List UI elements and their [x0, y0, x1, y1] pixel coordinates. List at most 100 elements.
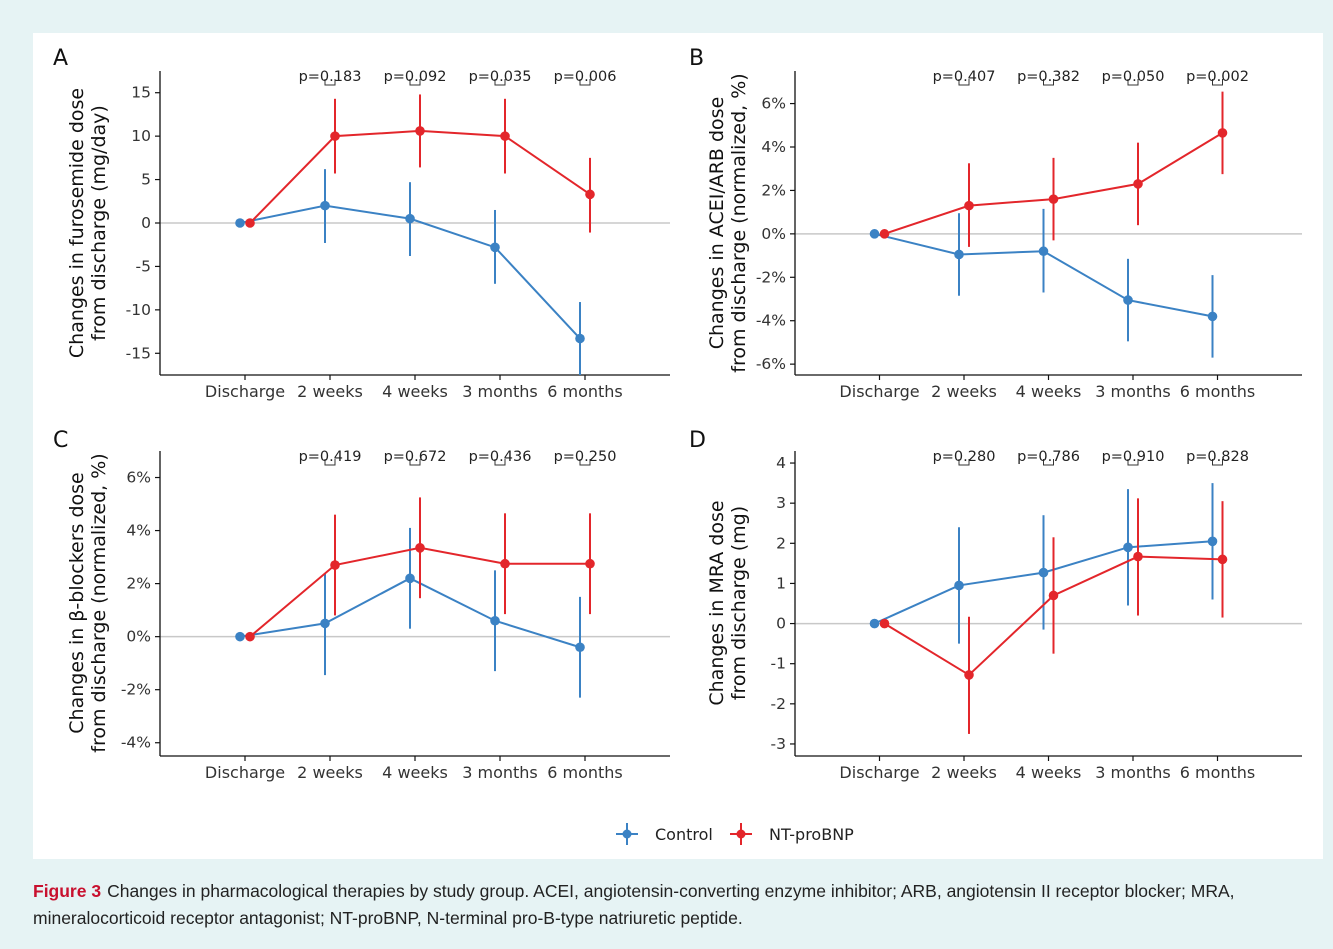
y-tick-label: 15	[131, 84, 151, 102]
x-tick-label: Discharge	[839, 763, 919, 782]
data-point-ntprobnp	[1048, 590, 1059, 601]
panel-letter-c: C	[53, 428, 68, 453]
p-value-bracket	[324, 79, 336, 86]
data-point-ntprobnp	[1048, 194, 1059, 204]
y-tick-label: 3	[776, 494, 786, 512]
x-tick-label: Discharge	[839, 382, 919, 401]
x-tick-label: 3 months	[462, 382, 538, 401]
data-point-ntprobnp	[1133, 551, 1143, 562]
y-tick-label: 0%	[126, 628, 151, 646]
data-point-control	[869, 618, 880, 629]
y-tick-label: -2%	[756, 268, 786, 286]
data-point-ntprobnp	[1133, 179, 1143, 189]
y-axis-title-b: Changes in ACEI/ARB dosefrom discharge (…	[706, 73, 750, 372]
data-point-control	[575, 642, 585, 653]
data-point-control	[954, 580, 964, 591]
p-value-label: p=0.672	[384, 449, 447, 465]
legend-control-marker	[622, 829, 632, 839]
x-tick-label: Discharge	[205, 382, 285, 401]
data-point-ntprobnp	[879, 618, 890, 629]
data-point-control	[1038, 246, 1049, 257]
data-point-ntprobnp	[964, 200, 974, 211]
y-tick-label: 6%	[761, 95, 786, 113]
data-point-ntprobnp	[1217, 554, 1228, 565]
p-value-bracket	[579, 79, 591, 86]
p-value-bracket	[1043, 79, 1054, 86]
y-tick-label: -4%	[121, 734, 151, 752]
y-tick-label: 4	[776, 454, 786, 472]
y-tick-label: 10	[131, 127, 151, 145]
data-point-ntprobnp	[500, 558, 510, 569]
x-tick-label: 2 weeks	[297, 382, 363, 401]
y-axis-title-c: Changes in β-blockers dosefrom discharge…	[66, 453, 110, 752]
y-axis-title-line: from discharge (normalized, %)	[88, 453, 110, 752]
data-point-ntprobnp	[415, 126, 425, 136]
p-value-label: p=0.050	[1102, 69, 1165, 85]
y-tick-label: -2	[771, 695, 786, 713]
p-value-bracket	[1127, 459, 1139, 466]
y-tick-label: 0%	[761, 225, 786, 243]
y-tick-label: 2%	[761, 181, 786, 199]
p-value-label: p=0.382	[1017, 69, 1080, 85]
chart-panel-d: D Changes in MRA dosefrom discharge (mg) -…	[689, 428, 1302, 782]
y-tick-label: -3	[771, 735, 786, 753]
p-value-bracket	[1212, 459, 1223, 466]
p-value-label: p=0.786	[1017, 449, 1080, 465]
legend-label-ntprobnp: NT-proBNP	[769, 825, 854, 844]
data-point-ntprobnp	[245, 218, 255, 228]
p-value-bracket	[409, 79, 421, 86]
p-value-bracket	[1127, 79, 1139, 86]
y-tick-label: 0	[141, 214, 151, 232]
p-value-bracket	[409, 459, 421, 466]
y-axis-title-a: Changes in furosemide dosefrom discharge…	[66, 88, 110, 358]
x-tick-label: 2 weeks	[297, 763, 363, 782]
panel-letter-d: D	[689, 428, 706, 453]
y-axis-title-line: Changes in β-blockers dose	[66, 472, 88, 733]
p-value-bracket	[579, 459, 591, 466]
y-axis-title-line: Changes in MRA dose	[706, 500, 728, 705]
x-tick-label: 3 months	[1095, 763, 1171, 782]
x-tick-label: 4 weeks	[1016, 763, 1082, 782]
y-axis-title-line: Changes in ACEI/ARB dose	[706, 97, 728, 350]
p-value-label: p=0.002	[1186, 69, 1249, 85]
chart-panel-a: A Changes in furosemide dosefrom discharg…	[53, 46, 670, 401]
x-tick-label: 4 weeks	[1016, 382, 1082, 401]
data-point-control	[235, 218, 245, 228]
data-point-control	[405, 573, 415, 584]
data-point-ntprobnp	[879, 229, 890, 239]
y-tick-label: -6%	[756, 355, 786, 373]
data-point-control	[869, 229, 880, 239]
data-point-ntprobnp	[500, 131, 510, 141]
y-axis-title-line: from discharge (normalized, %)	[728, 73, 750, 372]
data-point-ntprobnp	[964, 670, 974, 680]
y-tick-label: 6%	[126, 469, 151, 487]
caption-text: Changes in pharmacological therapies by …	[33, 881, 1235, 928]
legend-label-control: Control	[655, 825, 713, 844]
data-point-control	[1207, 536, 1218, 547]
data-point-ntprobnp	[245, 631, 255, 642]
data-point-control	[320, 618, 330, 629]
p-value-label: p=0.006	[554, 69, 617, 85]
y-tick-label: 1	[776, 574, 786, 592]
p-value-bracket	[1043, 459, 1054, 466]
p-value-bracket	[958, 459, 970, 466]
x-tick-label: 2 weeks	[931, 382, 997, 401]
y-tick-label: 5	[141, 171, 151, 189]
p-value-label: p=0.250	[554, 449, 617, 465]
x-tick-label: 6 months	[1180, 763, 1256, 782]
legend-ntprobnp-marker	[736, 829, 746, 839]
y-axis-title-d: Changes in MRA dosefrom discharge (mg)	[706, 500, 750, 705]
y-tick-label: 2	[776, 534, 786, 552]
y-tick-label: -10	[126, 301, 151, 319]
y-tick-label: -1	[771, 655, 786, 673]
x-tick-label: 2 weeks	[931, 763, 997, 782]
p-value-label: p=0.910	[1102, 449, 1165, 465]
p-value-bracket	[494, 459, 506, 466]
p-value-bracket	[494, 79, 506, 86]
data-point-control	[1207, 311, 1218, 322]
x-tick-label: 6 months	[1180, 382, 1256, 401]
data-point-control	[235, 631, 245, 642]
figure-panel	[33, 33, 1323, 859]
